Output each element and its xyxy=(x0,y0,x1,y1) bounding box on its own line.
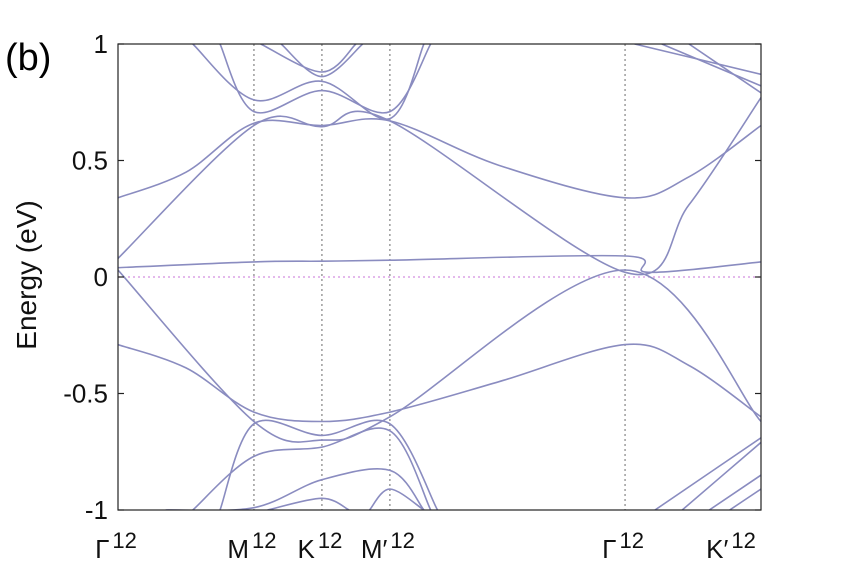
band-line xyxy=(165,468,425,510)
band-line xyxy=(280,44,364,78)
guide-lines xyxy=(118,44,761,510)
band-line xyxy=(118,269,761,443)
band-line xyxy=(219,44,432,114)
band-line xyxy=(708,474,761,510)
y-tick-label: -1 xyxy=(85,495,108,525)
band-line xyxy=(729,488,761,510)
y-tick-label: 0.5 xyxy=(72,146,108,176)
x-tick-label: K′ 12 xyxy=(706,528,756,564)
panel-label: (b) xyxy=(5,37,51,79)
band-lines xyxy=(118,44,761,510)
y-axis-label: Energy (eV) xyxy=(11,200,42,349)
band-line xyxy=(118,343,761,423)
x-ticks: Γ 12 M 12 K 12 M′ 12 Γ 12 K′ 12 xyxy=(95,528,756,564)
x-tick-label: Γ 12 xyxy=(602,528,644,564)
x-tick-label: Γ 12 xyxy=(95,528,137,564)
band-line xyxy=(654,437,761,510)
x-tick-label: M 12 xyxy=(227,528,276,564)
band-line xyxy=(661,44,761,87)
band-line xyxy=(260,44,357,73)
band-line xyxy=(192,44,425,120)
band-line xyxy=(219,419,439,510)
band-line xyxy=(368,488,425,510)
y-tick-label: -0.5 xyxy=(63,379,108,409)
x-tick-label: M′ 12 xyxy=(361,528,415,564)
y-ticks: 1 0.5 0 -0.5 -1 xyxy=(63,29,761,525)
band-line xyxy=(118,117,761,199)
band-line xyxy=(118,97,761,276)
y-tick-label: 1 xyxy=(94,29,108,59)
band-line xyxy=(688,44,761,94)
band-line xyxy=(192,427,432,510)
band-line xyxy=(681,441,761,510)
y-tick-label: 0 xyxy=(94,262,108,292)
x-tick-label: K 12 xyxy=(297,528,342,564)
band-line xyxy=(118,254,761,274)
band-line xyxy=(267,497,350,510)
